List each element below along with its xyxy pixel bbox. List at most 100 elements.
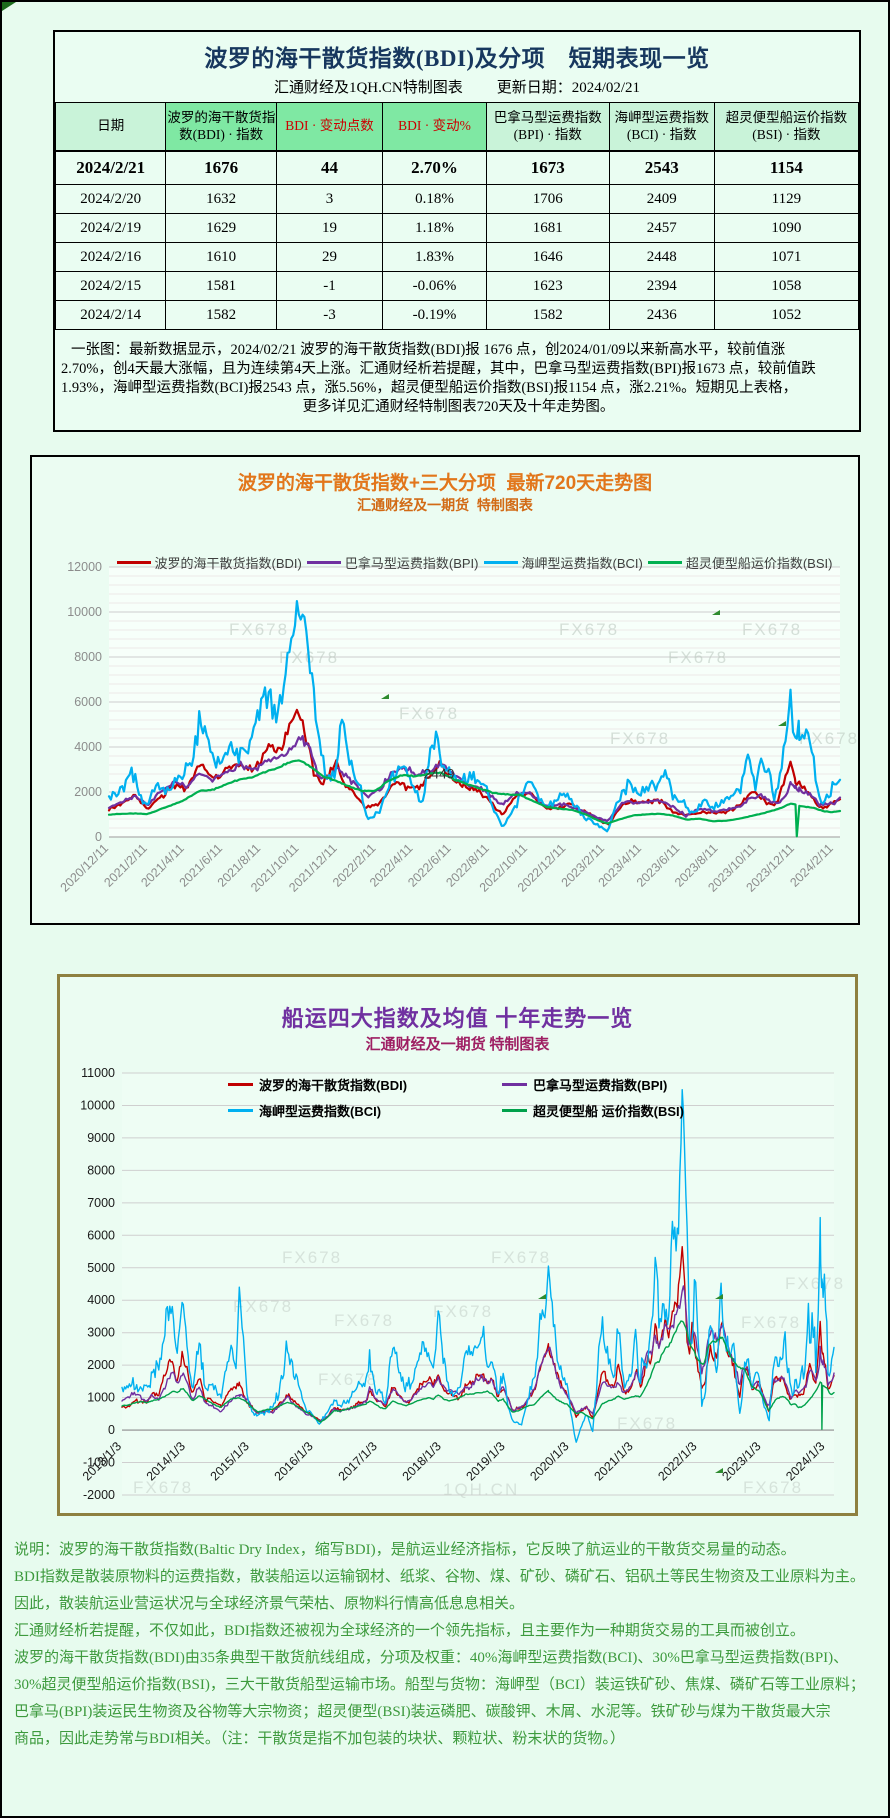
plot-background bbox=[122, 1073, 834, 1495]
y-axis-tick-label: 10000 bbox=[67, 605, 102, 619]
table-cell: 1676 bbox=[165, 150, 277, 185]
table-note: 一张图：最新数据显示，2024/02/21 波罗的海干散货指数(BDI)报 16… bbox=[55, 330, 859, 430]
y-axis-tick-label: 2000 bbox=[74, 785, 102, 799]
y-axis-tick-label: 12000 bbox=[67, 560, 102, 574]
table-cell: 1581 bbox=[165, 271, 277, 301]
table-cell: 1673 bbox=[485, 150, 610, 185]
data-point-annotation: 2449 bbox=[423, 766, 454, 782]
table-row-2024/2/16: 2024/2/16 1610 29 1.83% 1646 2448 1071 bbox=[54, 242, 860, 272]
y-axis-tick-label: 0 bbox=[108, 1423, 115, 1437]
series-line-2 bbox=[107, 600, 842, 833]
y-axis-tick-label: 0 bbox=[95, 830, 102, 844]
footer-line-5: 30%超灵便型船运价指数(BSI)，三大干散货船型运输市场。船型与货物：海岬型（… bbox=[14, 1677, 865, 1693]
table-cell: 29 bbox=[275, 242, 384, 272]
table-col-header-3: BDI · 变动% bbox=[382, 102, 487, 152]
legend-label: 超灵便型船 运价指数(BSI) bbox=[533, 1104, 684, 1119]
legend-item-1: 巴拿马型运费指数(BPI) bbox=[502, 1075, 748, 1094]
green-marker-icon bbox=[778, 721, 786, 726]
table-col-header-1: 波罗的海干散货指 数(BDI) · 指数 bbox=[165, 102, 277, 152]
table-row-2024/2/14: 2024/2/14 1582 -3 -0.19% 1582 2436 1052 bbox=[54, 300, 860, 330]
y-axis-tick-label: 7000 bbox=[87, 1196, 115, 1210]
watermark-text: FX678 bbox=[229, 620, 289, 639]
table-header-row: 日期 波罗的海干散货指 数(BDI) · 指数 BDI · 变动点数 BDI · 变动%… bbox=[54, 102, 860, 152]
chart1-title: 波罗的海干散货指数+三大分项 最新720天走势图 bbox=[237, 473, 653, 494]
legend-label: 巴拿马型运费指数(BPI) bbox=[344, 556, 479, 571]
table-col-header-text: 海岬型运费指数 bbox=[614, 109, 709, 125]
corner-marker-icon bbox=[2, 2, 16, 11]
table-subtitle: 汇通财经及1QH.CN特制图表 更新日期：2024/02/21 bbox=[55, 73, 859, 102]
table-cell: 2457 bbox=[608, 213, 715, 243]
legend-swatch-icon bbox=[306, 561, 341, 564]
table-col-header-text: 超灵便型船运价指数 bbox=[725, 109, 848, 125]
table-cell: 2024/2/15 bbox=[54, 271, 167, 301]
chart1-subtitle: 汇通财经及一期货 特制图表 bbox=[357, 497, 533, 513]
green-marker-icon bbox=[715, 1294, 723, 1299]
chart-10year-panel: 船运四大指数及均值 十年走势一览 汇通财经及一期货 特制图表 波罗的海干散货指数… bbox=[57, 974, 858, 1516]
table-cell: 0.18% bbox=[382, 184, 487, 214]
footer-line-3: 汇通财经析若提醒，不仅如此，BDI指数还被视为全球经济的一个领先指标，且主要作为… bbox=[14, 1623, 805, 1639]
footer-line-4: 波罗的海干散货指数(BDI)由35条典型干散货航线组成，分项及权重：40%海岬型… bbox=[14, 1650, 849, 1666]
table-cell: 2448 bbox=[608, 242, 715, 272]
green-marker-icon bbox=[538, 1294, 546, 1299]
table-cell: 2024/2/16 bbox=[54, 242, 167, 272]
footer-description: 说明：波罗的海干散货指数(Baltic Dry Index，缩写BDI)，是航运… bbox=[14, 1537, 884, 1753]
table-cell: 44 bbox=[275, 150, 384, 185]
legend-item-2: 海岬型运费指数(BCI) bbox=[228, 1101, 502, 1120]
table-cell: 2.70% bbox=[382, 150, 487, 185]
series-line-0 bbox=[107, 708, 842, 826]
watermark-text: 1QH.CN bbox=[443, 1480, 519, 1499]
table-cell: 1129 bbox=[713, 184, 860, 214]
table-cell: 2024/2/14 bbox=[54, 300, 167, 330]
footer-line-1: BDI指数是散装原物料的运费指数，散装船运以运输钢材、纸浆、谷物、煤、矿砂、磷矿… bbox=[14, 1569, 865, 1585]
footer-line-0: 说明：波罗的海干散货指数(Baltic Dry Index，缩写BDI)，是航运… bbox=[14, 1542, 796, 1558]
table-cell: 1090 bbox=[713, 213, 860, 243]
table-cell: 19 bbox=[275, 213, 384, 243]
green-marker-icon bbox=[381, 694, 389, 699]
table-note-line-3: 更多详见汇通财经特制图表720天及十年走势图。 bbox=[302, 399, 615, 415]
table-cell: 2024/2/20 bbox=[54, 184, 167, 214]
legend-swatch-icon bbox=[483, 561, 518, 564]
legend-item-0: 波罗的海干散货指数(BDI) bbox=[116, 553, 302, 572]
table-cell: 1632 bbox=[165, 184, 277, 214]
table-cell: 2024/2/19 bbox=[54, 213, 167, 243]
table-cell: 1.18% bbox=[382, 213, 487, 243]
table-col-header-text: 日期 bbox=[97, 118, 125, 134]
table-cell: 1629 bbox=[165, 213, 277, 243]
table-row-2024/2/21: 2024/2/21 1676 44 2.70% 1673 2543 1154 bbox=[54, 150, 860, 185]
watermark-text: FX678 bbox=[233, 1297, 293, 1316]
green-marker-icon bbox=[715, 1468, 723, 1473]
chart-720day-panel: 波罗的海干散货指数+三大分项 最新720天走势图 汇通财经及一期货 特制图表 波… bbox=[30, 455, 860, 925]
y-axis-tick-label: 4000 bbox=[74, 740, 102, 754]
x-axis-tick-label: 2020/12/11 bbox=[58, 841, 112, 895]
legend-swatch-icon bbox=[502, 1083, 527, 1086]
watermark-text: FX678 bbox=[785, 1274, 845, 1293]
y-axis-tick-label: 3000 bbox=[87, 1326, 115, 1340]
chart1-legend: 波罗的海干散货指数(BDI) 巴拿马型运费指数(BPI) 海岬型运费指数(BCI) 超… bbox=[109, 553, 840, 572]
table-cell: 1058 bbox=[713, 271, 860, 301]
chart1-plot: 0 2000 4000 6000 8000 10000 12000 2020/12/11 202… bbox=[58, 560, 857, 895]
table-cell: 2394 bbox=[608, 271, 715, 301]
watermark-text: FX678 bbox=[133, 1478, 193, 1497]
chart2-legend: 波罗的海干散货指数(BDI) 巴拿马型运费指数(BPI) 海岬型运费指数(BCI) 超… bbox=[228, 1075, 748, 1120]
watermark-text: FX678 bbox=[559, 620, 619, 639]
legend-label: 超灵便型船运价指数(BSI) bbox=[685, 556, 833, 571]
table-col-header-4: 巴拿马型运费指数 (BPI) · 指数 bbox=[485, 102, 610, 152]
watermark-text: FX678 bbox=[741, 1313, 801, 1332]
legend-swatch-icon bbox=[502, 1109, 527, 1112]
watermark-text: FX678 bbox=[491, 1248, 551, 1267]
y-axis-tick-label: 11000 bbox=[81, 1066, 115, 1080]
table-col-header-6: 超灵便型船运价指数 (BSI) · 指数 bbox=[713, 102, 860, 152]
table-col-header-text: (BPI) · 指数 bbox=[513, 127, 582, 143]
y-axis-tick-label: 9000 bbox=[87, 1131, 115, 1145]
table-header: 日期 波罗的海干散货指 数(BDI) · 指数 BDI · 变动点数 BDI · 变动%… bbox=[54, 102, 860, 152]
legend-label: 波罗的海干散货指数(BDI) bbox=[154, 556, 302, 571]
table-title: 波罗的海干散货指数(BDI)及分项 短期表现一览 bbox=[204, 46, 710, 71]
table-col-header-text: 巴拿马型运费指数 bbox=[493, 109, 602, 125]
watermark-text: FX678 bbox=[433, 1302, 493, 1321]
y-axis-tick-label: -2000 bbox=[83, 1488, 115, 1502]
table-subtitle-source: 汇通财经及1QH.CN特制图表 bbox=[273, 80, 463, 96]
y-axis-tick-label: 6000 bbox=[87, 1228, 115, 1242]
table-cell: 1052 bbox=[713, 300, 860, 330]
legend-item-2: 海岬型运费指数(BCI) bbox=[483, 553, 643, 572]
legend-swatch-icon bbox=[228, 1109, 253, 1112]
